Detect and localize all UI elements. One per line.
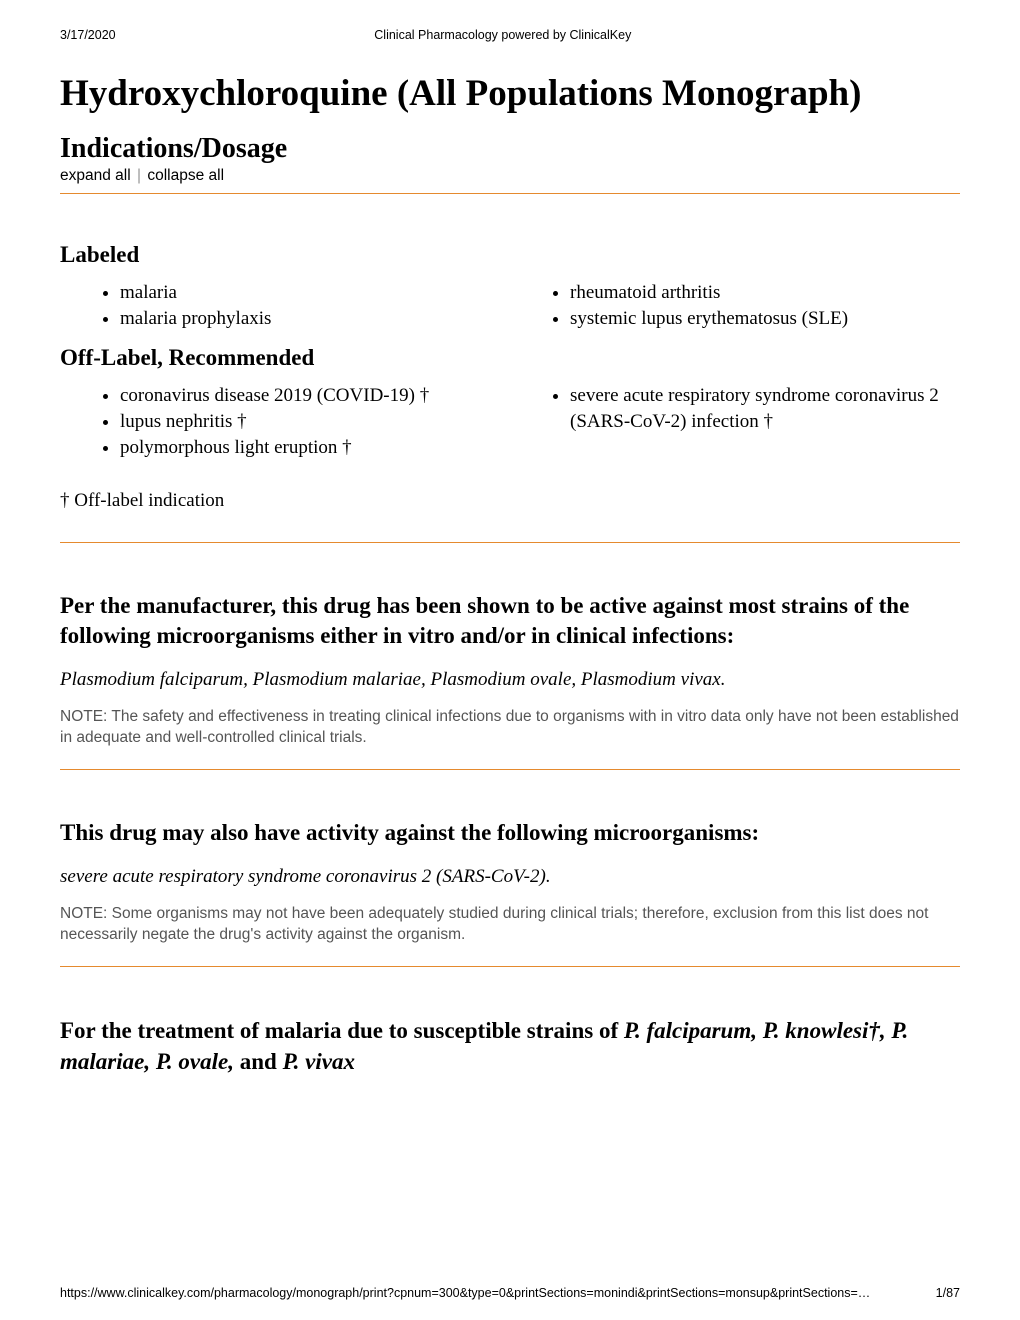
print-footer: https://www.clinicalkey.com/pharmacology… xyxy=(60,1286,960,1300)
microorganism-list-1: Plasmodium falciparum, Plasmodium malari… xyxy=(60,669,960,691)
expand-collapse-controls: expand all | collapse all xyxy=(60,167,960,185)
list-item: systemic lupus erythematosus (SLE) xyxy=(570,306,960,332)
collapse-all-link[interactable]: collapse all xyxy=(147,167,224,184)
note-2: NOTE: Some organisms may not have been a… xyxy=(60,904,960,946)
list-item: malaria prophylaxis xyxy=(120,306,510,332)
expand-all-link[interactable]: expand all xyxy=(60,167,131,184)
print-date: 3/17/2020 xyxy=(60,28,116,42)
offlabel-heading: Off-Label, Recommended xyxy=(60,345,960,371)
labeled-indications: malaria malaria prophylaxis rheumatoid a… xyxy=(60,280,960,345)
separator: | xyxy=(137,167,141,184)
print-header: 3/17/2020 Clinical Pharmacology powered … xyxy=(60,28,960,42)
list-item: lupus nephritis † xyxy=(120,409,510,435)
print-source: Clinical Pharmacology powered by Clinica… xyxy=(116,28,890,42)
list-item: severe acute respiratory syndrome corona… xyxy=(570,383,960,434)
list-item: polymorphous light eruption † xyxy=(120,435,510,461)
labeled-heading: Labeled xyxy=(60,242,960,268)
offlabel-legend: † Off-label indication xyxy=(60,490,960,512)
treatment-heading: For the treatment of malaria due to susc… xyxy=(60,1015,960,1077)
list-item: malaria xyxy=(120,280,510,306)
page-title: Hydroxychloroquine (All Populations Mono… xyxy=(60,72,960,115)
footer-url: https://www.clinicalkey.com/pharmacology… xyxy=(60,1286,880,1300)
note-1: NOTE: The safety and effectiveness in tr… xyxy=(60,707,960,749)
offlabel-indications: coronavirus disease 2019 (COVID-19) † lu… xyxy=(60,383,960,474)
microorganism-heading-1: Per the manufacturer, this drug has been… xyxy=(60,591,960,651)
list-item: rheumatoid arthritis xyxy=(570,280,960,306)
list-item: coronavirus disease 2019 (COVID-19) † xyxy=(120,383,510,409)
microorganism-heading-2: This drug may also have activity against… xyxy=(60,818,960,848)
page-number: 1/87 xyxy=(936,1286,960,1300)
microorganism-list-2: severe acute respiratory syndrome corona… xyxy=(60,866,960,888)
section-title: Indications/Dosage xyxy=(60,133,960,165)
